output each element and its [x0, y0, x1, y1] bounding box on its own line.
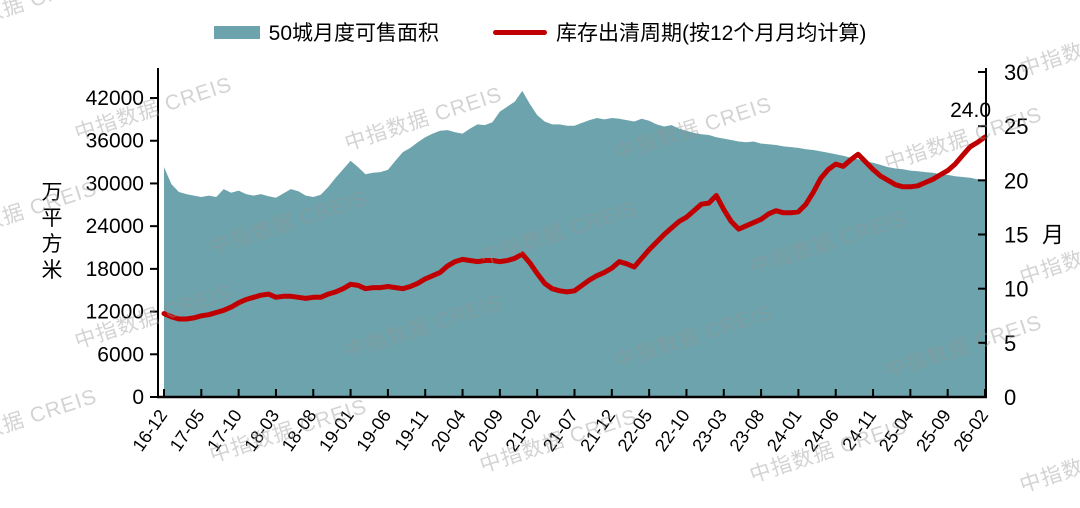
x-axis-tick-label: 21-07 — [539, 406, 582, 455]
x-axis-tick-label: 26-02 — [949, 406, 992, 455]
x-axis-tick-label: 18-08 — [278, 406, 321, 455]
area-series — [164, 90, 985, 398]
x-axis-tick-label: 20-09 — [464, 406, 507, 455]
x-axis-tick-label: 16-12 — [128, 406, 171, 455]
legend-item-line: 库存出清周期(按12个月月均计算) — [493, 17, 866, 47]
right-axis-tick-label: 15 — [1004, 223, 1028, 248]
data-label: 24.0 — [950, 99, 991, 122]
x-axis-tick-label: 17-10 — [203, 406, 246, 455]
x-axis-tick-label: 24-01 — [763, 406, 806, 455]
x-axis-tick-label: 24-06 — [800, 406, 843, 455]
left-axis-title: 方 — [42, 233, 63, 256]
chart-legend: 50城月度可售面积 库存出清周期(按12个月月均计算) — [0, 17, 1080, 47]
right-axis-tick-label: 20 — [1004, 168, 1028, 193]
right-axis-title: 月 — [1042, 223, 1064, 248]
x-axis-tick-label: 19-11 — [390, 406, 432, 454]
left-axis-tick-label: 36000 — [86, 130, 144, 153]
x-axis-tick-label: 23-03 — [688, 406, 731, 455]
x-axis-tick-label: 18-03 — [240, 406, 283, 455]
right-axis-tick-label: 5 — [1004, 331, 1016, 356]
left-axis-tick-label: 0 — [132, 386, 144, 409]
right-axis-tick-label: 25 — [1004, 114, 1028, 139]
right-axis-tick-label: 10 — [1004, 277, 1028, 302]
x-axis-tick-label: 25-09 — [912, 406, 955, 455]
left-axis-title: 万 — [42, 181, 63, 204]
left-axis-tick-label: 12000 — [86, 301, 144, 324]
x-axis-tick-label: 19-06 — [352, 406, 395, 455]
x-axis-tick-label: 22-05 — [614, 406, 657, 455]
left-axis-tick-label: 30000 — [86, 172, 144, 195]
left-axis-tick-label: 6000 — [97, 343, 144, 366]
line-series — [161, 134, 988, 322]
x-axis-tick-label: 22-10 — [651, 406, 694, 455]
area-swatch-icon — [213, 25, 260, 39]
right-axis-tick-label: 30 — [1004, 60, 1028, 85]
left-axis-tick-label: 18000 — [86, 258, 144, 281]
left-axis-tick-label: 24000 — [86, 215, 144, 238]
legend-label-area: 50城月度可售面积 — [268, 22, 439, 45]
x-axis-tick-label: 19-01 — [315, 406, 358, 455]
legend-label-line: 库存出清周期(按12个月月均计算) — [556, 22, 867, 45]
x-axis-tick-label: 20-04 — [427, 406, 470, 455]
x-axis-tick-label: 17-05 — [166, 406, 209, 455]
left-axis-tick-label: 42000 — [86, 87, 144, 110]
x-axis-tick-label: 24-11 — [838, 406, 880, 454]
left-axis-title: 平 — [42, 207, 63, 230]
x-axis-tick-label: 23-08 — [726, 406, 769, 455]
x-axis-tick-label: 21-02 — [502, 406, 545, 455]
right-axis-tick-label: 0 — [1004, 385, 1016, 410]
line-swatch-icon — [493, 29, 547, 35]
legend-item-area: 50城月度可售面积 — [213, 17, 439, 47]
x-axis-tick-label: 25-04 — [875, 406, 918, 455]
x-axis-tick-label: 21-12 — [576, 406, 619, 455]
left-axis-title: 米 — [42, 259, 63, 282]
